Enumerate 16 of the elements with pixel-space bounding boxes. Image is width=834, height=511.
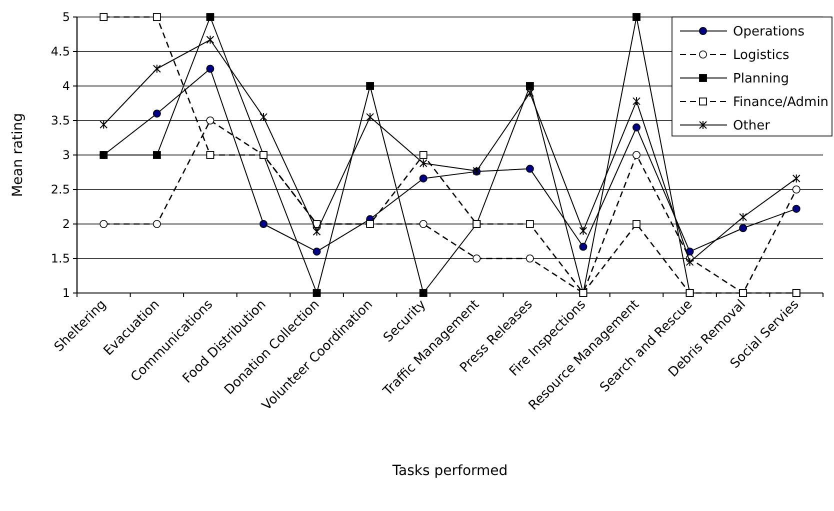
legend-label: Planning [733,72,789,87]
y-tick-label: 2 [62,217,70,232]
x-axis-title: Tasks performed [391,463,508,479]
y-tick-label: 1 [62,286,70,300]
legend-label: Finance/Admin [733,95,829,110]
legend-label: Logistics [733,48,790,64]
y-tick-label: 1.5 [50,252,70,266]
legend-label: Other [733,118,771,134]
y-tick-label: 5 [62,10,70,24]
y-tick-label: 3.5 [50,114,70,128]
y-tick-label: 4 [62,79,70,94]
y-tick-label: 2.5 [50,182,70,197]
legend-label: Operations [733,24,805,40]
y-tick-label: 4.5 [50,44,70,59]
y-tick-label: 3 [62,148,70,162]
y-axis-title: Mean rating [10,112,26,198]
